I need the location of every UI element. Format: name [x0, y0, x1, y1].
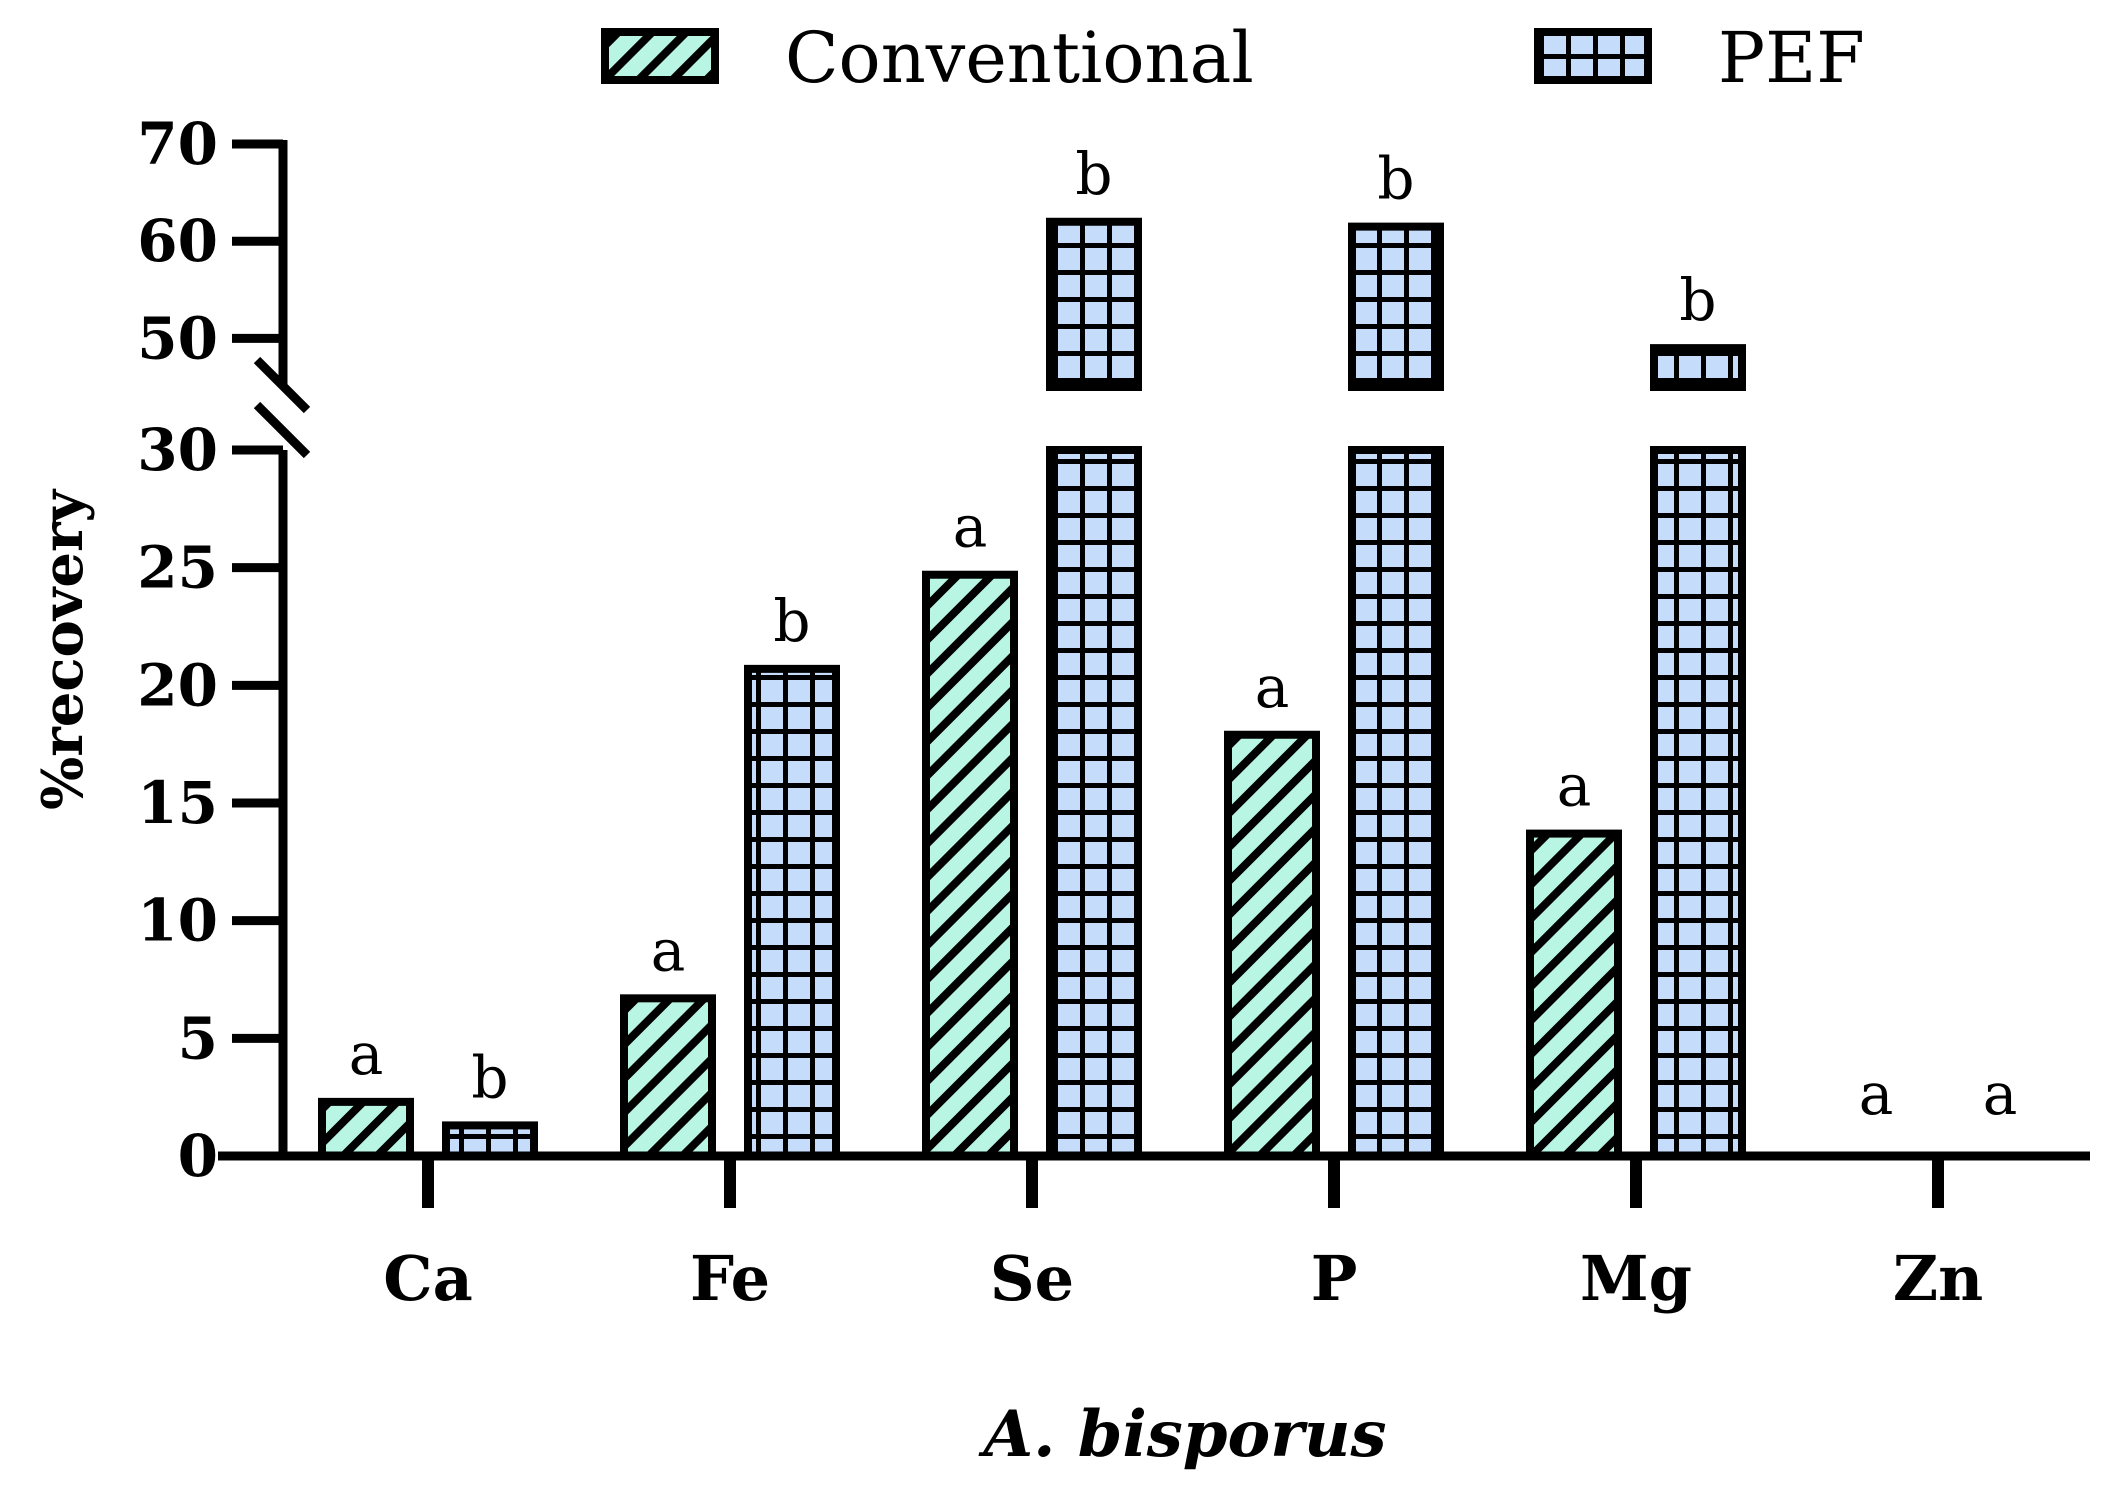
bar-conventional-ca	[318, 1097, 414, 1160]
y-tick-label: 50	[137, 304, 218, 372]
y-tick-label: 10	[137, 887, 218, 955]
significance-label: a	[1255, 653, 1290, 721]
category-label-zn: Zn	[1893, 1242, 1983, 1315]
bar-conventional-p	[1224, 730, 1320, 1161]
significance-label: b	[1377, 145, 1414, 213]
bar-pef-fe	[744, 664, 840, 1160]
y-tick-label: 70	[137, 110, 218, 178]
bar-conventional-se	[922, 570, 1018, 1160]
x-axis-title: A. bisporus	[978, 1397, 1386, 1472]
axis-break-mark	[253, 356, 311, 414]
bar-pef-p-upper	[1348, 222, 1444, 391]
legend-swatch-conventional	[601, 28, 719, 84]
category-label-se: Se	[990, 1242, 1074, 1315]
legend: Conventional PEF	[601, 17, 1865, 99]
significance-label: b	[773, 587, 810, 655]
y-tick-label: 25	[137, 534, 218, 602]
significance-label: b	[471, 1043, 508, 1111]
bar-conventional-fe	[620, 994, 716, 1160]
significance-label: a	[1557, 752, 1592, 820]
y-tick-label: 30	[137, 416, 218, 484]
y-tick-label: 15	[137, 769, 218, 837]
category-label-mg: Mg	[1580, 1242, 1692, 1315]
legend-label-pef: PEF	[1718, 17, 1865, 99]
category-label-p: P	[1311, 1242, 1358, 1315]
category-label-ca: Ca	[383, 1242, 473, 1315]
bar-pef-mg-upper	[1650, 344, 1746, 391]
bar-pef-se-upper	[1046, 217, 1142, 391]
significance-label: b	[1679, 266, 1716, 334]
bar-conventional-mg	[1526, 829, 1622, 1160]
y-tick-label: 60	[137, 207, 218, 275]
significance-label: b	[1075, 140, 1112, 208]
significance-label: a	[349, 1020, 384, 1088]
y-tick-label: 5	[178, 1004, 218, 1072]
y-axis-title: %recovery	[30, 489, 96, 810]
axis-break-mark	[253, 401, 311, 459]
bar-pef-mg-lower	[1650, 446, 1746, 1160]
legend-swatch-pef	[1534, 28, 1652, 84]
y-tick-label: 0	[178, 1122, 218, 1190]
significance-label: a	[1859, 1060, 1894, 1128]
significance-label: a	[1983, 1060, 2018, 1128]
labels-layer: a a a a a a b b b b b a	[349, 140, 2018, 1128]
bars-layer	[318, 217, 1746, 1161]
bar-pef-p-lower	[1348, 446, 1444, 1160]
significance-label: a	[953, 493, 988, 561]
bar-pef-ca	[442, 1121, 538, 1160]
bar-pef-se-lower	[1046, 446, 1142, 1160]
axes-layer: 0 5 10 15 20 25 30 50 60 70 Ca Fe Se P Mg Zn A. bisporus…	[30, 110, 2090, 1472]
legend-label-conventional: Conventional	[785, 17, 1254, 99]
category-label-fe: Fe	[690, 1242, 770, 1315]
significance-label: a	[651, 916, 686, 984]
y-tick-label: 20	[137, 651, 218, 719]
